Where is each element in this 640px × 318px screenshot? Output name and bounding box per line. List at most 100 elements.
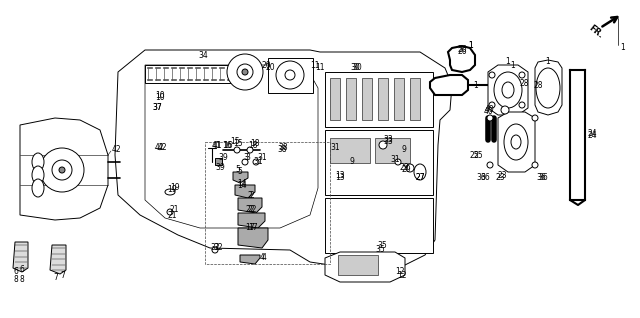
Polygon shape	[325, 252, 405, 282]
Text: 29: 29	[400, 163, 410, 172]
Ellipse shape	[32, 166, 44, 184]
Ellipse shape	[395, 159, 401, 165]
Text: 31: 31	[253, 157, 262, 167]
Bar	[268, 58, 313, 93]
Text: 32: 32	[213, 244, 223, 252]
Polygon shape	[13, 242, 28, 272]
Polygon shape	[233, 172, 248, 183]
Ellipse shape	[502, 82, 514, 98]
Text: 19: 19	[167, 185, 177, 195]
Ellipse shape	[247, 147, 253, 153]
Text: 24: 24	[588, 130, 598, 140]
Text: 17: 17	[245, 224, 255, 232]
Text: 22: 22	[245, 205, 255, 215]
Polygon shape	[235, 185, 255, 198]
Text: 1: 1	[505, 58, 509, 66]
Text: 11: 11	[315, 64, 324, 73]
Ellipse shape	[494, 72, 522, 108]
Ellipse shape	[532, 162, 538, 168]
Text: 32: 32	[210, 244, 220, 252]
Bar	[145, 65, 245, 83]
Bar	[378, 78, 388, 120]
Ellipse shape	[487, 162, 493, 168]
Text: 35: 35	[377, 240, 387, 250]
Text: 30: 30	[352, 64, 362, 73]
Text: 5: 5	[237, 168, 242, 176]
Text: 1: 1	[620, 44, 625, 52]
Text: 37: 37	[152, 103, 162, 113]
Text: 1: 1	[473, 80, 477, 89]
Ellipse shape	[414, 164, 426, 180]
Text: 5: 5	[235, 165, 240, 175]
Text: 14: 14	[237, 178, 246, 188]
Ellipse shape	[227, 54, 263, 90]
Ellipse shape	[536, 68, 560, 108]
Text: 15: 15	[233, 139, 243, 148]
Text: 14: 14	[237, 181, 246, 190]
Bar	[410, 78, 420, 120]
Text: 6: 6	[20, 266, 25, 274]
Ellipse shape	[52, 160, 72, 180]
Text: 36: 36	[476, 172, 486, 182]
Text: 23: 23	[496, 172, 506, 182]
Text: 9: 9	[350, 157, 355, 167]
Ellipse shape	[32, 179, 44, 197]
Polygon shape	[20, 118, 108, 220]
Bar	[346, 78, 356, 120]
Text: 16: 16	[222, 141, 232, 149]
Bar	[394, 78, 404, 120]
Text: 8: 8	[14, 275, 19, 285]
Text: 38: 38	[277, 146, 287, 155]
Text: 1: 1	[510, 60, 515, 70]
Text: 34: 34	[198, 51, 208, 59]
Bar	[330, 138, 370, 163]
Text: 6: 6	[14, 267, 19, 276]
Ellipse shape	[40, 148, 84, 192]
Ellipse shape	[532, 115, 538, 121]
Text: 21: 21	[170, 205, 179, 215]
Bar	[330, 78, 340, 120]
Text: 38: 38	[278, 143, 287, 153]
Text: 25: 25	[473, 150, 483, 160]
Text: 33: 33	[383, 137, 393, 147]
Ellipse shape	[406, 164, 414, 172]
Text: 8: 8	[20, 275, 25, 285]
Text: 27: 27	[415, 174, 424, 183]
Bar	[325, 198, 433, 253]
Polygon shape	[215, 158, 222, 165]
Text: 37: 37	[152, 102, 162, 112]
Text: 31: 31	[330, 143, 340, 153]
Ellipse shape	[212, 247, 218, 253]
Text: 27: 27	[415, 172, 424, 182]
Text: 33: 33	[383, 135, 393, 144]
Text: 39: 39	[218, 154, 228, 162]
Text: FR.: FR.	[587, 24, 605, 40]
Text: 7: 7	[60, 271, 65, 280]
Bar	[338, 255, 378, 275]
Text: 1: 1	[545, 58, 550, 66]
Polygon shape	[238, 198, 262, 213]
Text: 18: 18	[250, 139, 259, 148]
Text: 30: 30	[350, 64, 360, 73]
Text: 10: 10	[155, 93, 164, 101]
Polygon shape	[238, 213, 265, 228]
Text: 26: 26	[458, 47, 468, 57]
Ellipse shape	[504, 124, 528, 160]
Text: 4: 4	[262, 253, 267, 262]
Ellipse shape	[242, 69, 248, 75]
Text: 3: 3	[243, 154, 248, 162]
Text: 12: 12	[395, 267, 404, 276]
Text: 42: 42	[158, 143, 168, 153]
Text: 17: 17	[248, 224, 258, 232]
Ellipse shape	[519, 102, 525, 108]
Ellipse shape	[276, 61, 304, 89]
Text: 25: 25	[470, 150, 479, 160]
Polygon shape	[240, 255, 260, 264]
Text: 36: 36	[536, 172, 546, 182]
Text: 13: 13	[335, 174, 344, 183]
Text: 1: 1	[468, 40, 473, 50]
Ellipse shape	[253, 159, 259, 165]
Text: 15: 15	[230, 137, 239, 147]
Text: 19: 19	[170, 183, 180, 192]
Ellipse shape	[379, 141, 387, 149]
